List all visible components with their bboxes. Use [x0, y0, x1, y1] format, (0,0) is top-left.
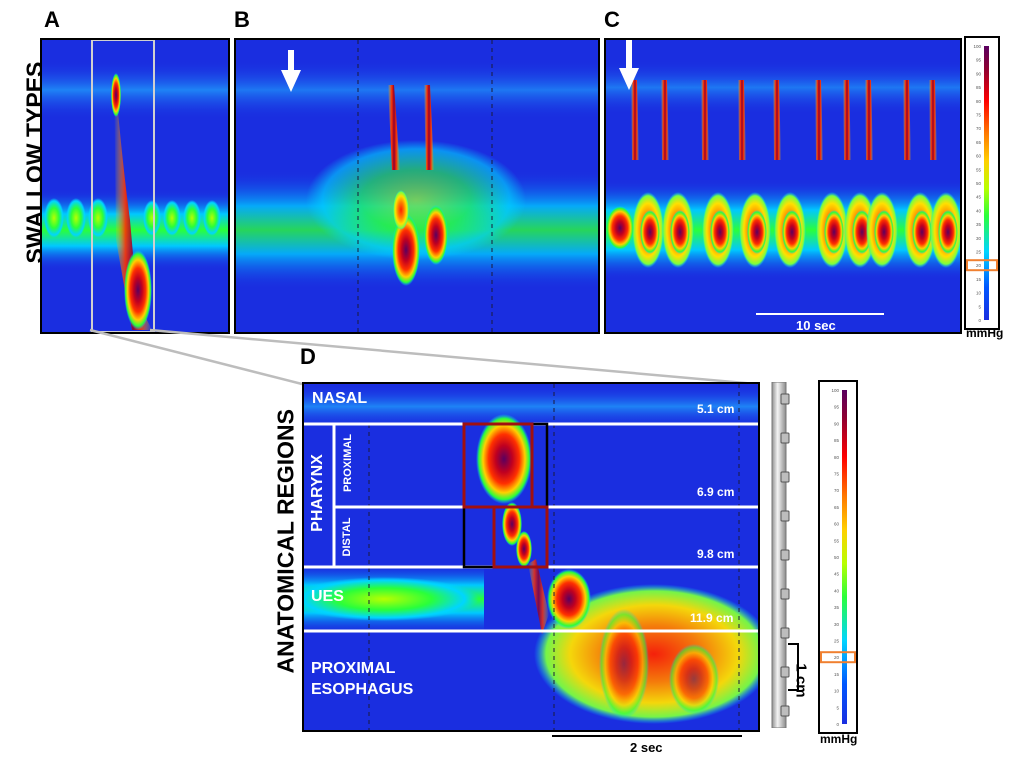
- catheter-spacing-label: 1 cm: [792, 663, 810, 698]
- colorscale-tick: 20: [834, 655, 840, 660]
- region-nasal: NASAL: [312, 390, 368, 407]
- depth-5-1: 5.1 cm: [697, 402, 735, 416]
- panel-a-heatmap: [40, 38, 230, 334]
- colorscale-tick: 95: [834, 405, 840, 410]
- colorscale-tick: 25: [976, 250, 982, 255]
- colorscale-tick: 15: [976, 277, 982, 282]
- colorscale-tick: 40: [976, 208, 982, 213]
- time-bar-top-label: 10 sec: [796, 318, 836, 332]
- panel-d-heatmap: [302, 382, 760, 732]
- colorscale-tick: 0: [978, 318, 981, 323]
- colorscale-tick: 30: [976, 236, 982, 241]
- colorscale-tick: 70: [976, 126, 982, 131]
- time-bar-bottom: [552, 735, 742, 737]
- pressure-unit-top: mmHg: [966, 326, 1004, 340]
- colorscale-tick: 55: [834, 538, 840, 543]
- colorscale-tick: 5: [978, 304, 981, 309]
- colorscale-tick: 100: [831, 388, 839, 393]
- colorscale-tick: 10: [976, 291, 982, 296]
- depth-9-8: 9.8 cm: [697, 547, 735, 561]
- colorscale-tick: 20: [976, 263, 982, 268]
- depth-11-9: 11.9 cm: [690, 611, 734, 625]
- region-pharynx: PHARYNX: [309, 454, 326, 532]
- colorscale-tick: 35: [976, 222, 982, 227]
- colorscale-tick: 65: [834, 505, 840, 510]
- colorscale-tick: 5: [836, 705, 839, 710]
- time-bar-bottom-label: 2 sec: [630, 740, 663, 755]
- catheter-diagram: [771, 382, 799, 728]
- pressure-unit-bottom: mmHg: [820, 732, 858, 746]
- depth-6-9: 6.9 cm: [697, 485, 735, 499]
- colorscale-tick: 65: [976, 140, 982, 145]
- region-pharynx-proximal: PROXIMAL: [342, 433, 354, 493]
- colorscale-tick: 85: [834, 438, 840, 443]
- colorscale-bottom: 100 95 90 85 80 75 70 65 60 55 50 45 40 35 30 25 20 15 10 5…: [818, 380, 858, 734]
- panel-label-c: C: [604, 7, 620, 32]
- region-pharynx-distal: DISTAL: [341, 517, 353, 557]
- colorscale-tick: 75: [834, 472, 840, 477]
- colorscale-tick: 30: [834, 622, 840, 627]
- colorscale-tick: 10: [834, 689, 840, 694]
- panel-c-heatmap: 10 sec: [604, 38, 962, 334]
- colorscale-tick: 80: [834, 455, 840, 460]
- colorscale-tick: 45: [834, 572, 840, 577]
- colorscale-tick: 60: [834, 522, 840, 527]
- colorscale-tick: 55: [976, 167, 982, 172]
- colorscale-tick: 40: [834, 588, 840, 593]
- panel-label-d: D: [300, 344, 316, 369]
- colorscale-tick: 45: [976, 195, 982, 200]
- region-ues: UES: [311, 588, 344, 605]
- colorscale-tick: 100: [973, 44, 981, 49]
- colorscale-tick: 60: [976, 154, 982, 159]
- panel-label-a: A: [44, 7, 60, 32]
- colorscale-highlight: [966, 259, 998, 272]
- region-esophagus-line1: PROXIMAL: [311, 660, 396, 677]
- colorscale-tick: 85: [976, 85, 982, 90]
- colorscale-tick: 50: [834, 555, 840, 560]
- region-esophagus-line2: ESOPHAGUS: [311, 681, 414, 698]
- colorscale-tick: 25: [834, 639, 840, 644]
- colorscale-tick: 0: [836, 722, 839, 727]
- colorscale-tick: 75: [976, 113, 982, 118]
- colorscale-tick: 95: [976, 58, 982, 63]
- panel-b-heatmap: [234, 38, 600, 334]
- colorscale-tick: 90: [976, 71, 982, 76]
- colorscale-tick: 15: [834, 672, 840, 677]
- colorscale-top: 100 95 90 85 80 75 70 65 60 55 50 45 40 35 30 25 20 15 10 5…: [964, 36, 1000, 330]
- colorscale-highlight: [820, 651, 856, 664]
- colorscale-tick: 35: [834, 605, 840, 610]
- colorscale-tick: 50: [976, 181, 982, 186]
- colorscale-tick: 90: [834, 421, 840, 426]
- colorscale-tick: 70: [834, 488, 840, 493]
- colorscale-tick: 80: [976, 99, 982, 104]
- panel-label-b: B: [234, 7, 250, 32]
